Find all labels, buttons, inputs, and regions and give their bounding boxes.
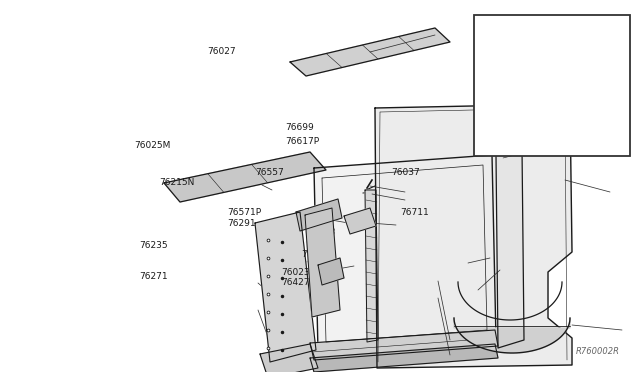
Polygon shape xyxy=(296,199,342,231)
Polygon shape xyxy=(454,318,570,353)
Polygon shape xyxy=(310,344,498,372)
Text: 76037: 76037 xyxy=(392,168,420,177)
Text: 76291: 76291 xyxy=(227,219,256,228)
Polygon shape xyxy=(314,155,496,352)
Polygon shape xyxy=(310,330,498,360)
Text: 76039: 76039 xyxy=(486,44,515,53)
Polygon shape xyxy=(344,208,376,234)
Polygon shape xyxy=(260,344,318,372)
Text: 76427M: 76427M xyxy=(282,278,318,287)
Text: 77601: 77601 xyxy=(595,137,624,146)
Text: 76699: 76699 xyxy=(285,123,314,132)
Text: 76023N: 76023N xyxy=(282,268,317,277)
Text: R760002R: R760002R xyxy=(576,347,620,356)
Polygon shape xyxy=(164,152,326,202)
Text: 76200C: 76200C xyxy=(301,250,335,259)
Text: 76271: 76271 xyxy=(140,272,168,281)
Text: 76215N: 76215N xyxy=(159,178,194,187)
Polygon shape xyxy=(305,208,340,317)
Bar xyxy=(474,15,630,156)
Polygon shape xyxy=(365,190,378,342)
Text: 76025M: 76025M xyxy=(134,141,171,150)
Polygon shape xyxy=(290,28,450,76)
Text: 76571P: 76571P xyxy=(227,208,261,217)
Text: 76027: 76027 xyxy=(207,47,236,56)
Text: 76711: 76711 xyxy=(400,208,429,217)
Text: 76617P: 76617P xyxy=(285,137,319,146)
Text: 76557: 76557 xyxy=(255,169,284,177)
Polygon shape xyxy=(496,148,524,348)
Polygon shape xyxy=(318,258,344,285)
Text: 76053: 76053 xyxy=(307,228,336,237)
Polygon shape xyxy=(375,104,572,368)
Polygon shape xyxy=(255,212,316,362)
Text: 76235: 76235 xyxy=(140,241,168,250)
